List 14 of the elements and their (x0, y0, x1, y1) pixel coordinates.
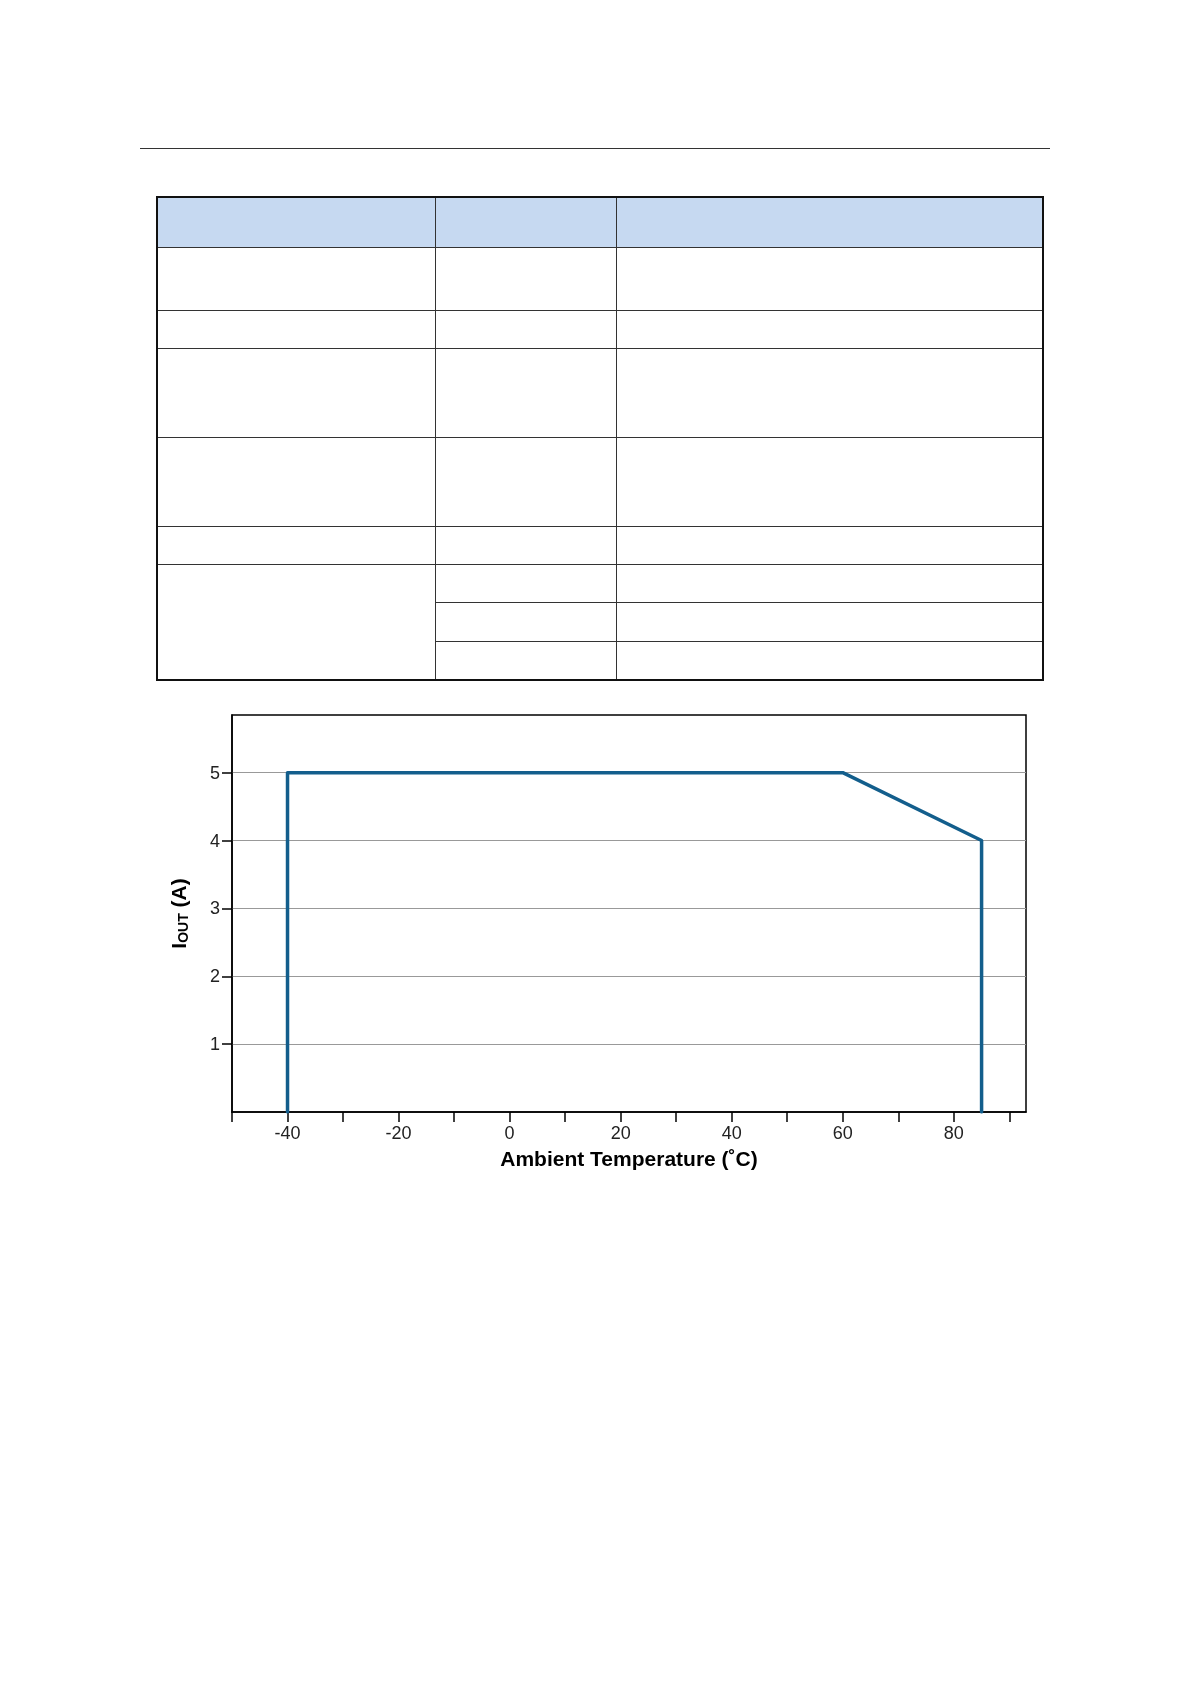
x-tick-label: 20 (610, 1123, 631, 1143)
x-tick-label: 40 (721, 1123, 742, 1143)
y-axis-title: IOUT (A) (166, 878, 191, 949)
x-tick-label: 80 (943, 1123, 964, 1143)
x-tick-label: -40 (274, 1123, 301, 1143)
x-axis-title: Ambient Temperature (˚C) (500, 1147, 758, 1170)
y-tick-label: 5 (209, 762, 220, 783)
x-tick-label: 60 (832, 1123, 853, 1143)
y-tick-label: 3 (209, 898, 220, 919)
x-tick-label: 0 (504, 1123, 515, 1143)
x-tick-label: -20 (385, 1123, 412, 1143)
y-tick-label: 1 (209, 1034, 220, 1055)
y-tick-label: 4 (209, 830, 220, 851)
y-tick-label: 2 (209, 966, 220, 987)
